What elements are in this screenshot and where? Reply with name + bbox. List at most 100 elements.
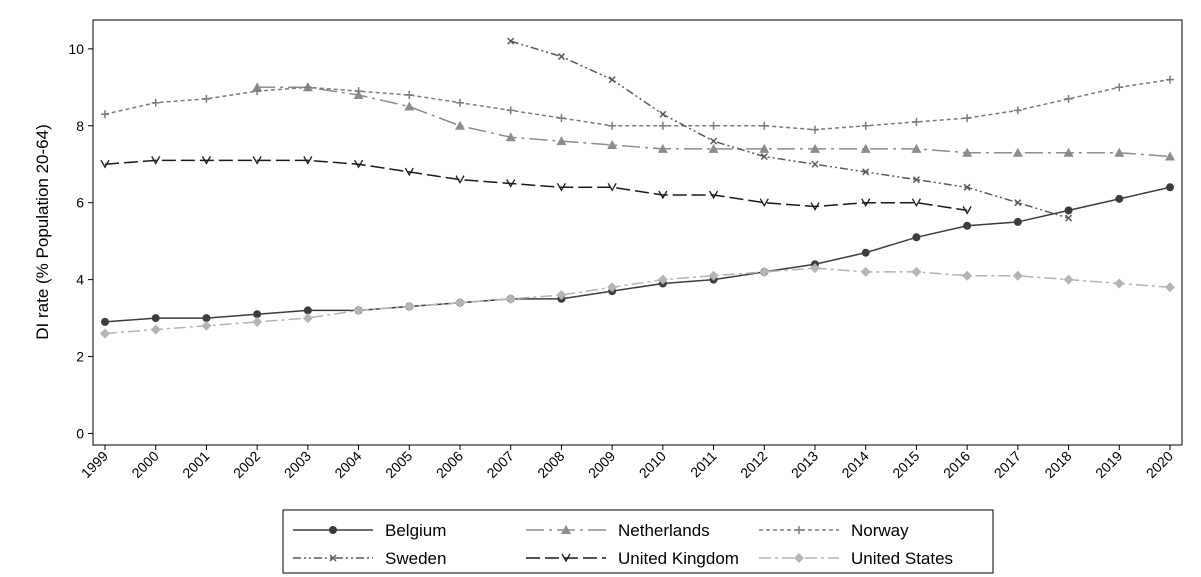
marker	[912, 233, 921, 242]
x-tick-label: 2005	[382, 448, 415, 481]
marker	[404, 167, 414, 177]
marker	[1115, 83, 1124, 92]
x-tick-label: 2008	[534, 448, 567, 481]
marker	[607, 282, 618, 293]
legend-label: United States	[851, 549, 953, 568]
legend-label: Netherlands	[618, 521, 710, 540]
marker	[253, 87, 262, 96]
marker	[505, 293, 516, 304]
marker	[608, 76, 616, 84]
marker	[151, 156, 161, 165]
x-tick-label: 2007	[483, 448, 516, 481]
marker	[202, 314, 211, 323]
marker	[1013, 217, 1022, 226]
x-tick-label: 2019	[1092, 448, 1125, 481]
x-tick-label: 2015	[889, 448, 922, 481]
legend-label: Belgium	[385, 521, 446, 540]
marker	[962, 206, 972, 215]
marker	[151, 98, 160, 107]
marker	[1114, 147, 1125, 157]
x-tick-label: 2003	[281, 448, 314, 481]
x-tick-label: 1999	[78, 448, 111, 481]
marker	[1013, 106, 1022, 115]
plot-frame	[92, 19, 1183, 446]
y-tick-label: 8	[76, 118, 84, 134]
x-tick-label: 2004	[331, 448, 364, 481]
marker	[1012, 147, 1023, 157]
marker	[658, 190, 668, 200]
marker	[354, 159, 364, 169]
marker	[556, 290, 567, 300]
marker	[252, 316, 263, 327]
x-tick-label: 2009	[585, 448, 618, 481]
marker	[860, 266, 871, 277]
marker	[303, 156, 313, 165]
marker	[353, 305, 364, 316]
marker	[1115, 194, 1124, 203]
marker	[1064, 206, 1073, 215]
marker	[151, 314, 160, 323]
series-line	[104, 159, 968, 212]
marker	[760, 121, 769, 130]
marker	[759, 198, 769, 208]
marker	[607, 140, 618, 149]
marker	[506, 179, 516, 188]
x-tick-label: 2011	[687, 448, 720, 481]
y-tick-label: 4	[76, 272, 84, 288]
marker	[1012, 270, 1023, 281]
marker	[1166, 75, 1174, 84]
marker	[1063, 274, 1074, 285]
marker	[1165, 282, 1175, 293]
marker	[201, 156, 211, 165]
marker	[101, 110, 109, 119]
marker	[708, 143, 719, 153]
marker	[456, 98, 464, 107]
marker	[860, 143, 871, 153]
marker	[455, 120, 465, 130]
y-tick-label: 10	[68, 41, 84, 57]
marker	[150, 324, 161, 335]
marker	[252, 82, 263, 92]
x-tick-label: 2006	[433, 448, 466, 481]
marker	[811, 125, 819, 134]
marker	[962, 147, 973, 157]
x-tick-label: 2012	[737, 448, 770, 481]
marker	[795, 526, 803, 534]
marker	[912, 176, 920, 184]
marker	[253, 310, 262, 319]
marker	[608, 121, 617, 130]
marker	[658, 121, 667, 130]
y-axis-label: DI rate (% Population 20-64)	[33, 124, 52, 339]
marker	[607, 182, 617, 192]
marker	[405, 91, 414, 99]
series-line	[510, 40, 1069, 219]
y-tick-label: 6	[76, 195, 84, 211]
marker	[455, 175, 465, 184]
x-tick-label: 2002	[230, 448, 263, 481]
marker	[1064, 94, 1073, 103]
marker	[1063, 147, 1074, 157]
marker	[810, 263, 820, 274]
x-tick-label: 2020	[1143, 448, 1176, 481]
marker	[455, 297, 465, 308]
marker	[963, 221, 972, 230]
marker	[329, 554, 337, 562]
marker	[962, 270, 973, 281]
marker	[303, 83, 312, 92]
marker	[303, 306, 312, 315]
marker	[1114, 278, 1125, 289]
marker	[505, 132, 516, 142]
marker	[759, 266, 770, 277]
y-tick-label: 0	[76, 425, 84, 441]
marker	[911, 198, 921, 208]
marker	[557, 114, 566, 123]
marker	[329, 526, 337, 534]
x-tick-label: 2010	[636, 448, 669, 481]
series-line	[104, 186, 1171, 323]
marker	[861, 121, 870, 130]
x-tick-label: 2014	[838, 448, 871, 481]
marker	[709, 190, 719, 200]
marker	[912, 117, 921, 126]
x-tick-label: 2013	[788, 448, 821, 481]
